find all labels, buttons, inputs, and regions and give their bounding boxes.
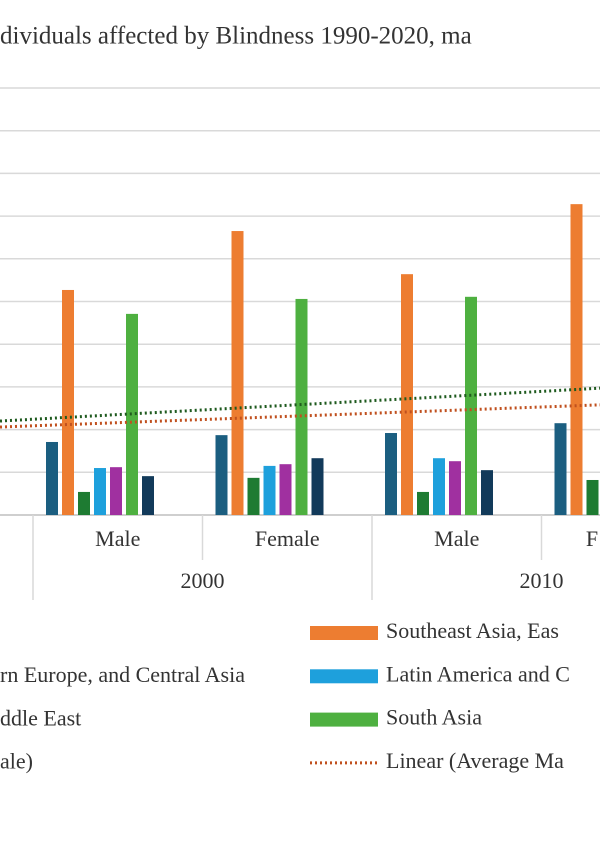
bar (46, 441, 58, 515)
trendline (0, 386, 600, 423)
bar (78, 491, 90, 515)
bar (94, 468, 106, 515)
bar (215, 435, 228, 515)
bar (570, 204, 583, 516)
bar (433, 458, 445, 515)
bar (481, 470, 493, 515)
bar (554, 423, 567, 515)
legend-label: Linear (Average Ma (386, 748, 564, 773)
bar (126, 313, 138, 515)
legend-label: ddle East (0, 705, 81, 730)
bar (465, 296, 477, 515)
bar (385, 433, 397, 515)
bar (449, 461, 461, 515)
bar (142, 476, 154, 515)
chart-title: dividuals affected by Blindness 1990-202… (0, 23, 472, 50)
x-tick-label: Male (434, 526, 479, 551)
bar (62, 289, 74, 515)
group-label: 2000 (181, 568, 225, 593)
legend-label: Southeast Asia, Eas (386, 618, 559, 643)
legend-swatch (310, 669, 378, 684)
bar (279, 464, 292, 515)
legend-swatch (310, 712, 378, 727)
legend-label: Latin America and C (386, 661, 570, 686)
bar (295, 298, 308, 515)
bar (586, 479, 599, 515)
x-tick-label: Male (95, 526, 140, 551)
bar (417, 491, 429, 515)
legend-swatch (310, 626, 378, 640)
trendline (0, 403, 600, 429)
x-tick-label: F (586, 526, 598, 551)
bar (401, 274, 413, 515)
bar (231, 231, 244, 516)
x-tick-label: Female (255, 526, 320, 551)
bar (311, 458, 324, 515)
bar (263, 465, 276, 515)
legend-label: rn Europe, and Central Asia (0, 662, 245, 687)
legend-label: ale) (0, 749, 33, 774)
legend-label: South Asia (386, 705, 482, 730)
bar (110, 467, 122, 515)
bar (247, 477, 260, 515)
group-label: 2010 (520, 568, 564, 593)
